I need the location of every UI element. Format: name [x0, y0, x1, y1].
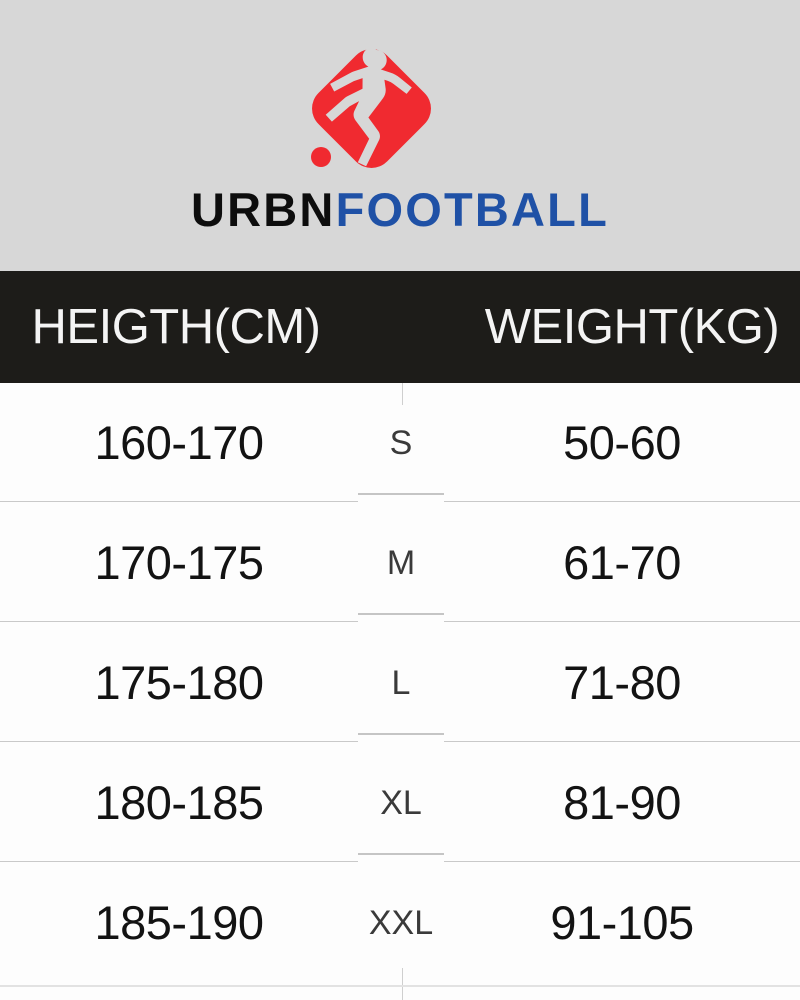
cell-size: XXL — [368, 904, 434, 942]
middle-column-divider-top — [402, 383, 403, 405]
row-divider-middle — [358, 853, 444, 855]
row-divider-right — [444, 861, 800, 862]
cell-height: 185-190 — [94, 896, 265, 949]
wordmark-primary: URBN — [190, 183, 336, 236]
table-row: 180-185 XL 81-90 — [0, 743, 800, 863]
row-divider-left — [0, 621, 358, 622]
row-divider-left — [0, 501, 358, 502]
row-divider-middle — [358, 733, 444, 735]
row-divider-right — [444, 741, 800, 742]
cell-height: 180-185 — [94, 776, 265, 829]
cell-weight: 50-60 — [563, 416, 681, 469]
brand-wordmark: URBNFOOTBALL — [0, 186, 800, 233]
table-body: 160-170 S 50-60 170-175 M 61-70 175-180 … — [0, 383, 800, 1000]
middle-column-divider-bottom — [402, 968, 403, 1000]
cell-height: 170-175 — [94, 536, 265, 589]
table-row: 160-170 S 50-60 — [0, 383, 800, 503]
row-divider-middle — [358, 493, 444, 495]
wordmark-secondary: FOOTBALL — [335, 183, 610, 236]
row-divider-right — [444, 501, 800, 502]
row-divider-left — [0, 861, 358, 862]
bottom-rule — [0, 985, 800, 987]
cell-height: 160-170 — [94, 416, 265, 469]
table-row: 185-190 XXL 91-105 — [0, 863, 800, 983]
cell-size: M — [386, 544, 416, 582]
table-header-row: HEIGTH(CM) WEIGHT(KG) — [0, 271, 800, 383]
brand-panel: URBNFOOTBALL — [0, 0, 800, 271]
cell-weight: 71-80 — [563, 656, 681, 709]
row-divider-left — [0, 741, 358, 742]
footballer-diamond-logo-icon — [293, 36, 445, 181]
cell-weight: 81-90 — [563, 776, 681, 829]
column-header-weight: WEIGHT(KG) — [484, 300, 780, 354]
row-divider-middle — [358, 613, 444, 615]
cell-size: S — [389, 424, 413, 462]
column-header-height: HEIGTH(CM) — [31, 300, 321, 354]
row-divider-right — [444, 621, 800, 622]
table-row: 175-180 L 71-80 — [0, 623, 800, 743]
cell-size: L — [391, 664, 411, 702]
table-row: 170-175 M 61-70 — [0, 503, 800, 623]
cell-weight: 91-105 — [550, 896, 694, 949]
cell-height: 175-180 — [94, 656, 265, 709]
cell-weight: 61-70 — [563, 536, 681, 589]
size-chart-table: HEIGTH(CM) WEIGHT(KG) 160-170 S 50-60 17… — [0, 271, 800, 1000]
cell-size: XL — [380, 784, 422, 822]
